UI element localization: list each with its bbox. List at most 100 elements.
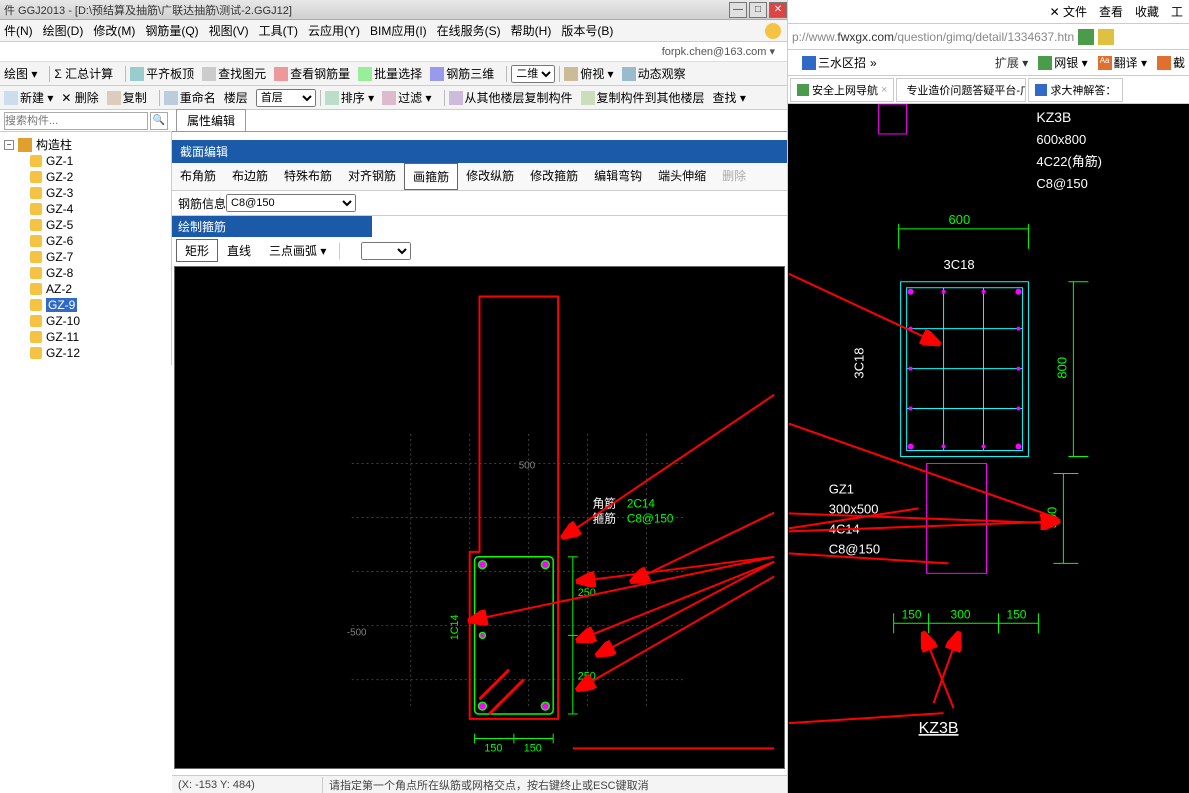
menu-draw[interactable]: 绘图(D) (43, 22, 84, 39)
rebar-info-label: 钢筋信息 (178, 195, 226, 212)
svg-text:150: 150 (902, 607, 922, 621)
tb-rebar3d[interactable]: 钢筋三维 (430, 65, 494, 82)
svg-text:3C18: 3C18 (852, 348, 867, 379)
browser-menubar: ✕ 文件 查看 收藏 工 (788, 0, 1189, 24)
tb-copyfrom[interactable]: 从其他楼层复制构件 (449, 89, 573, 106)
tool-translate[interactable]: Aa翻译 ▾ (1098, 54, 1147, 71)
tree-root[interactable]: −构造柱 (4, 136, 167, 153)
sect-tab-7[interactable]: 编辑弯钩 (586, 163, 650, 190)
fav-sanshuiqu[interactable]: 三水区招 (802, 54, 866, 71)
search-button[interactable]: 🔍 (150, 112, 168, 130)
tb-sort[interactable]: 排序 ▾ (325, 89, 374, 106)
svg-text:600x800: 600x800 (1036, 132, 1086, 147)
tree-item-AZ-2[interactable]: AZ-2 (30, 281, 167, 297)
menu-rebar[interactable]: 钢筋量(Q) (145, 22, 198, 39)
svg-text:3C18: 3C18 (944, 257, 975, 272)
menu-online[interactable]: 在线服务(S) (437, 22, 501, 39)
tb-topview[interactable]: 俯视 ▾ (564, 65, 613, 82)
toolbar-1: 绘图 ▾ Σ 汇总计算 平齐板顶 查找图元 查看钢筋量 批量选择 钢筋三维 二维… (0, 62, 787, 86)
tree-item-GZ-12[interactable]: GZ-12 (30, 345, 167, 361)
tree-item-GZ-7[interactable]: GZ-7 (30, 249, 167, 265)
tb-filter[interactable]: 过滤 ▾ (382, 89, 431, 106)
sect-tab-4[interactable]: 画箍筋 (404, 163, 458, 190)
sect-tab-9[interactable]: 删除 (714, 163, 754, 190)
draw-rect[interactable]: 矩形 (176, 239, 218, 262)
br-tab-2[interactable]: 求大神解答： (1028, 78, 1123, 102)
section-editor-title: 截面编辑 (172, 140, 787, 163)
tb-flat[interactable]: 平齐板顶 (130, 65, 194, 82)
br-menu-file[interactable]: ✕ 文件 (1050, 3, 1087, 20)
draw-tabs: 矩形 直线 三点画弧 ▾ (172, 237, 787, 264)
menu-cloud[interactable]: 云应用(Y) (308, 22, 360, 39)
tree-item-GZ-5[interactable]: GZ-5 (30, 217, 167, 233)
draw-line[interactable]: 直线 (218, 239, 260, 262)
svg-text:500: 500 (519, 460, 536, 471)
cad-viewport[interactable]: KZ3B 600x800 4C22(角筋) C8@150 600 3C18 80… (788, 104, 1189, 793)
br-menu-tool[interactable]: 工 (1171, 3, 1183, 20)
menu-version[interactable]: 版本号(B) (561, 22, 613, 39)
svg-text:1C14: 1C14 (449, 614, 461, 640)
br-tab-0[interactable]: 安全上网导航× (790, 78, 894, 102)
close-button[interactable]: ✕ (769, 2, 787, 18)
draw-arc[interactable]: 三点画弧 ▾ (260, 239, 335, 262)
br-tab-1[interactable]: 专业造价问题答疑平台-广联× (896, 78, 1026, 102)
tb-find[interactable]: 查找图元 (202, 65, 266, 82)
search-input[interactable] (4, 112, 148, 130)
tree-item-GZ-4[interactable]: GZ-4 (30, 201, 167, 217)
menu-bim[interactable]: BIM应用(I) (370, 22, 427, 39)
menu-view[interactable]: 视图(V) (209, 22, 249, 39)
svg-text:300x500: 300x500 (829, 501, 879, 516)
menu-modify[interactable]: 修改(M) (93, 22, 135, 39)
menu-help[interactable]: 帮助(H) (511, 22, 552, 39)
floor-select[interactable]: 首层 (256, 89, 316, 107)
tb-orbit[interactable]: 动态观察 (622, 65, 686, 82)
tb-delete[interactable]: ✕ 删除 (61, 89, 98, 106)
view-mode-select[interactable]: 二维 (511, 65, 555, 83)
tb-sum[interactable]: Σ 汇总计算 (54, 65, 113, 82)
tab-property[interactable]: 属性编辑 (176, 109, 246, 131)
tb-copy[interactable]: 复制 (107, 89, 147, 106)
browser-toolbar: 三水区招 » 扩展 ▾ 网银 ▾ Aa翻译 ▾ 截 (788, 50, 1189, 76)
tb-floor[interactable]: 楼层 (224, 89, 248, 106)
sect-tab-0[interactable]: 布角筋 (172, 163, 224, 190)
section-canvas[interactable]: 500 -500 (174, 266, 785, 769)
tb-copyto[interactable]: 复制构件到其他楼层 (581, 89, 705, 106)
sect-tab-1[interactable]: 布边筋 (224, 163, 276, 190)
tree-item-GZ-10[interactable]: GZ-10 (30, 313, 167, 329)
lock-icon (1078, 29, 1094, 45)
br-menu-fav[interactable]: 收藏 (1135, 3, 1159, 20)
tree-item-GZ-11[interactable]: GZ-11 (30, 329, 167, 345)
menu-tools[interactable]: 工具(T) (259, 22, 298, 39)
svg-text:150: 150 (524, 742, 542, 754)
maximize-button[interactable]: □ (749, 2, 767, 18)
tb-batch[interactable]: 批量选择 (358, 65, 422, 82)
section-tabs: 布角筋布边筋特殊布筋对齐钢筋画箍筋修改纵筋修改箍筋编辑弯钩端头伸缩删除 (172, 163, 787, 191)
url-bar[interactable]: p://www.fwxgx.com/question/gimq/detail/1… (788, 24, 1189, 50)
sect-tab-5[interactable]: 修改纵筋 (458, 163, 522, 190)
tree-item-GZ-2[interactable]: GZ-2 (30, 169, 167, 185)
tb-draw[interactable]: 绘图 ▾ (4, 65, 37, 82)
svg-text:4C22(角筋): 4C22(角筋) (1036, 154, 1102, 169)
draw-select[interactable] (361, 242, 411, 260)
rebar-info-select[interactable]: C8@150 (226, 194, 356, 212)
tb-new[interactable]: 新建 ▾ (4, 89, 53, 106)
titlebar: 件 GGJ2013 - [D:\预结算及抽筋\广联达抽筋\测试-2.GGJ12]… (0, 0, 787, 20)
tree-item-GZ-9[interactable]: GZ-9 (30, 297, 167, 313)
sect-tab-2[interactable]: 特殊布筋 (276, 163, 340, 190)
tb-rename[interactable]: 重命名 (164, 89, 216, 106)
sect-tab-6[interactable]: 修改箍筋 (522, 163, 586, 190)
tree-item-GZ-8[interactable]: GZ-8 (30, 265, 167, 281)
tb-search[interactable]: 查找 ▾ (713, 89, 746, 106)
menu-file[interactable]: 件(N) (4, 22, 33, 39)
tool-bank[interactable]: 网银 ▾ (1038, 54, 1087, 71)
sect-tab-3[interactable]: 对齐钢筋 (340, 163, 404, 190)
br-menu-view[interactable]: 查看 (1099, 3, 1123, 20)
tb-viewrebar[interactable]: 查看钢筋量 (274, 65, 350, 82)
tree-item-GZ-3[interactable]: GZ-3 (30, 185, 167, 201)
tool-ext[interactable]: 扩展 ▾ (979, 54, 1028, 71)
tool-capture[interactable]: 截 (1157, 54, 1185, 71)
tree-item-GZ-6[interactable]: GZ-6 (30, 233, 167, 249)
sect-tab-8[interactable]: 端头伸缩 (650, 163, 714, 190)
minimize-button[interactable]: — (729, 2, 747, 18)
tree-item-GZ-1[interactable]: GZ-1 (30, 153, 167, 169)
